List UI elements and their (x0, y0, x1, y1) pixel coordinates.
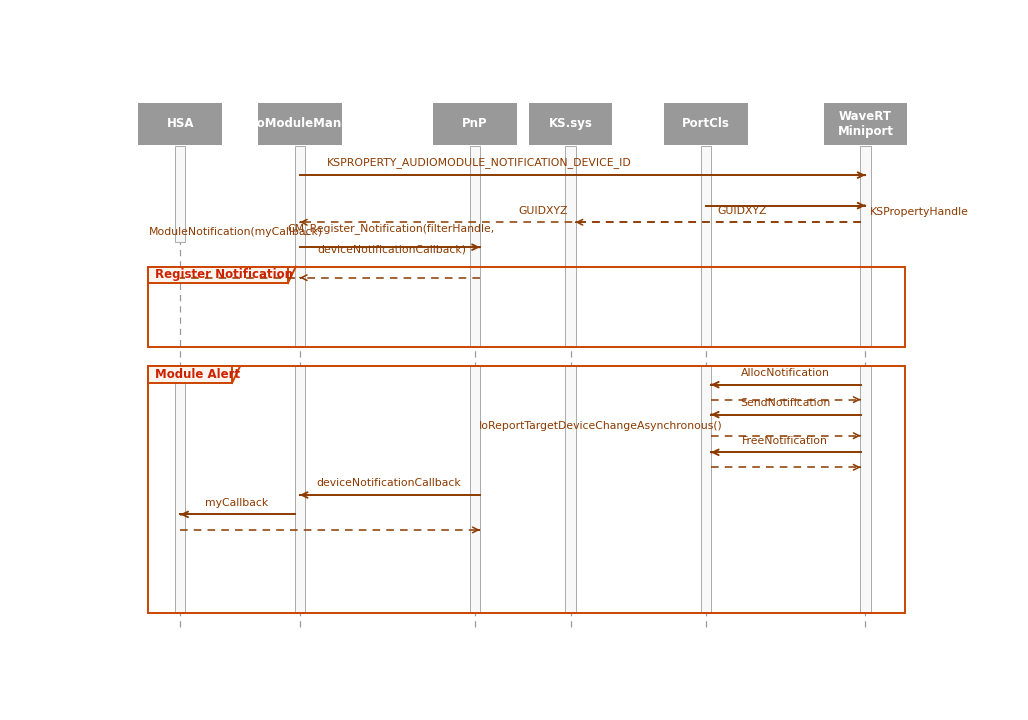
Text: AudioModuleManager: AudioModuleManager (227, 117, 372, 130)
Text: FreeNotification: FreeNotification (742, 436, 828, 446)
FancyBboxPatch shape (148, 266, 288, 283)
Text: Register Notification: Register Notification (155, 269, 293, 282)
Text: CM_Register_Notification(filterHandle,: CM_Register_Notification(filterHandle, (288, 223, 495, 235)
Bar (433, 103, 517, 145)
Text: WaveRT
Miniport: WaveRT Miniport (838, 110, 893, 138)
Text: Module Alert: Module Alert (155, 368, 240, 381)
Bar (139, 103, 222, 145)
Bar (148, 266, 906, 347)
Text: GUIDXYZ: GUIDXYZ (718, 206, 767, 216)
Text: deviceNotificationCallback: deviceNotificationCallback (317, 478, 462, 488)
Text: PnP: PnP (463, 117, 488, 130)
Bar (258, 103, 341, 145)
Text: HSA: HSA (167, 117, 194, 130)
Text: KS.sys: KS.sys (549, 117, 592, 130)
Bar (860, 366, 871, 613)
Text: KSPropertyHandle: KSPropertyHandle (870, 207, 968, 217)
Text: KSPROPERTY_AUDIOMODULE_NOTIFICATION_DEVICE_ID: KSPROPERTY_AUDIOMODULE_NOTIFICATION_DEVI… (327, 158, 631, 168)
Bar (175, 366, 185, 613)
Text: myCallback: myCallback (206, 498, 268, 508)
Bar (470, 145, 480, 347)
Bar (565, 145, 576, 347)
Text: SendNotification: SendNotification (740, 398, 830, 408)
Bar (701, 366, 711, 613)
Text: AllocNotification: AllocNotification (740, 368, 830, 378)
Text: ModuleNotification(myCallback): ModuleNotification(myCallback) (148, 228, 323, 237)
Bar (565, 366, 576, 613)
Bar (664, 103, 748, 145)
Text: GUIDXYZ: GUIDXYZ (518, 206, 567, 216)
Bar (295, 145, 305, 347)
Bar (175, 145, 185, 242)
Text: deviceNotificationCallback): deviceNotificationCallback) (317, 244, 466, 254)
FancyBboxPatch shape (148, 366, 232, 383)
Bar (701, 145, 711, 347)
Bar (823, 103, 908, 145)
Text: PortCls: PortCls (683, 117, 730, 130)
Bar (470, 366, 480, 613)
Bar (860, 145, 871, 347)
Text: IoReportTargetDeviceChangeAsynchronous(): IoReportTargetDeviceChangeAsynchronous() (479, 421, 723, 431)
Bar (528, 103, 613, 145)
Bar (295, 366, 305, 613)
Bar (148, 366, 906, 613)
